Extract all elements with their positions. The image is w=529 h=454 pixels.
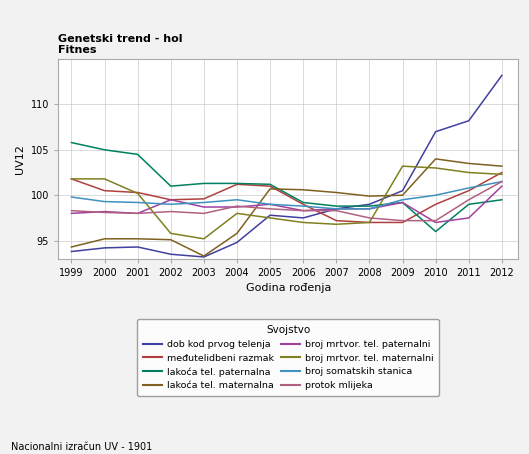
- Text: Nacionalni izračun UV - 1901: Nacionalni izračun UV - 1901: [11, 442, 152, 452]
- X-axis label: Godina rođenja: Godina rođenja: [245, 283, 331, 293]
- Text: Genetski trend - hol
Fitnes: Genetski trend - hol Fitnes: [58, 34, 183, 55]
- Legend: dob kod prvog telenja, međutelidbeni razmak, lakoća tel. paternalna, lakoća tel.: dob kod prvog telenja, međutelidbeni raz…: [138, 320, 439, 396]
- Y-axis label: UV12: UV12: [15, 144, 25, 174]
